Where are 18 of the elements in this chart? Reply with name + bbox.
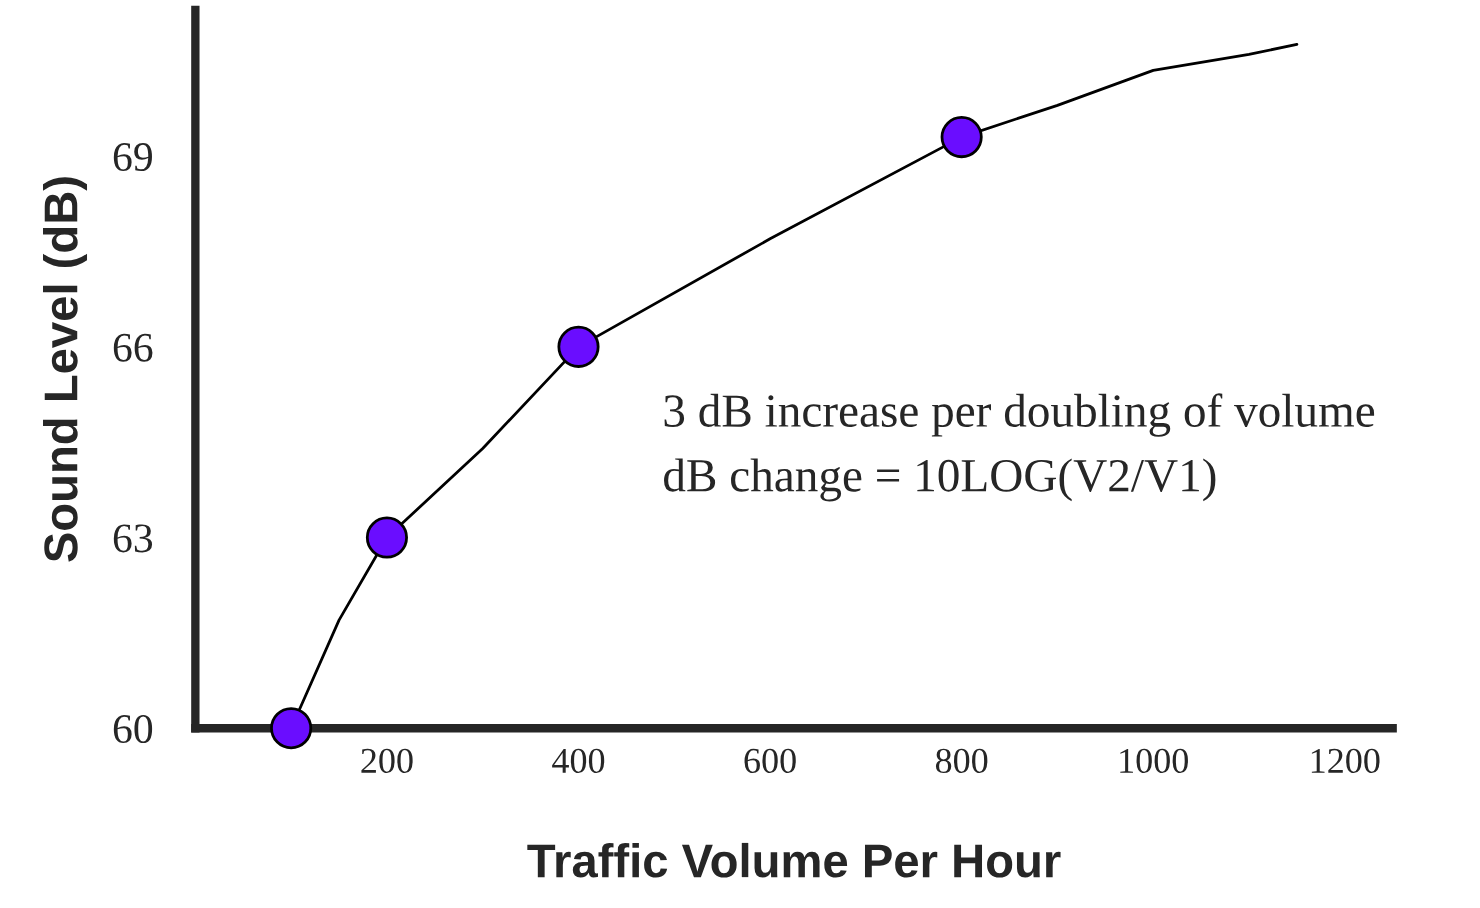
x-tick-label: 600 (744, 748, 796, 774)
x-axis-title: Traffic Volume Per Hour (527, 842, 1061, 878)
y-tick-label: 66 (113, 333, 153, 362)
x-tick-label: 200 (361, 748, 413, 774)
y-tick-label: 69 (113, 143, 152, 172)
point (557, 325, 600, 368)
point (365, 516, 408, 559)
x-tick-label: 400 (552, 748, 605, 774)
point (940, 116, 983, 159)
annotation: dB change = 10LOG(V2/V1) (664, 458, 1216, 502)
y-axis-title: Sound Level (dB) (43, 177, 88, 562)
y-tick-label: 63 (113, 524, 153, 553)
x-tick-label: 1200 (1311, 748, 1380, 774)
x-tick-label: 800 (935, 748, 988, 774)
point (270, 707, 313, 750)
x-tick-label: 1000 (1120, 748, 1188, 774)
annotation: 3 dB increase per doubling of volume (664, 393, 1375, 437)
y-tick-label: 60 (113, 714, 153, 744)
